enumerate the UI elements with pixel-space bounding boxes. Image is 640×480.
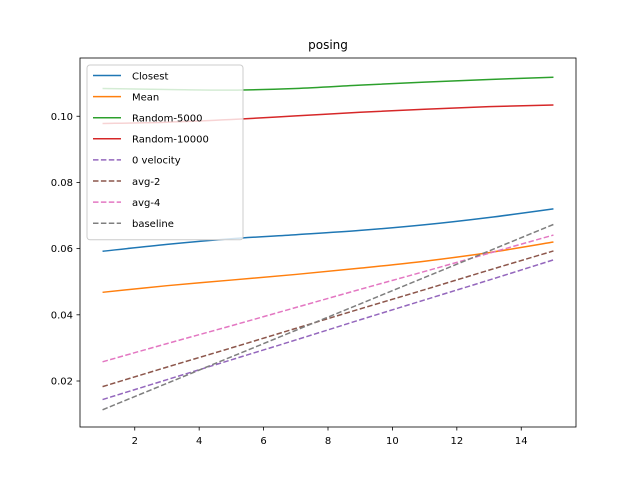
legend-label: Closest xyxy=(132,71,168,82)
legend-label: baseline xyxy=(132,219,174,230)
chart-title: posing xyxy=(308,38,348,52)
y-tick-label: 0.02 xyxy=(51,377,73,388)
x-tick-label: 6 xyxy=(260,436,266,447)
series-line-avg-4 xyxy=(102,234,554,363)
x-axis: 2 4 6 8 10 12 14 xyxy=(132,427,528,447)
legend: Closest Mean Random-5000 Random-10000 0 velo… xyxy=(86,64,244,241)
x-tick-label: 4 xyxy=(196,436,202,447)
series-line-closest xyxy=(102,208,554,253)
y-tick-label: 0.10 xyxy=(51,112,73,123)
legend-label: Random-10000 xyxy=(132,135,209,146)
y-tick-label: 0.08 xyxy=(51,178,73,189)
legend-label: avg-4 xyxy=(132,198,160,209)
y-tick-label: 0.04 xyxy=(51,310,73,321)
series-line-avg-2 xyxy=(102,250,554,388)
legend-label: Random-5000 xyxy=(132,114,202,125)
x-tick-label: 8 xyxy=(325,436,331,447)
legend-label: avg-2 xyxy=(132,177,160,188)
series-line-baseline xyxy=(102,223,554,411)
legend-label: 0 velocity xyxy=(132,156,181,167)
x-tick-label: 2 xyxy=(132,436,138,447)
y-tick-label: 0.06 xyxy=(51,244,73,255)
y-axis: 0.02 0.04 0.06 0.08 0.10 xyxy=(51,112,80,388)
series-line-0-velocity xyxy=(102,259,554,401)
x-tick-label: 10 xyxy=(386,436,399,447)
legend-label: Mean xyxy=(132,92,159,103)
x-tick-label: 14 xyxy=(515,436,528,447)
legend-box xyxy=(86,64,244,241)
x-tick-label: 12 xyxy=(450,436,463,447)
